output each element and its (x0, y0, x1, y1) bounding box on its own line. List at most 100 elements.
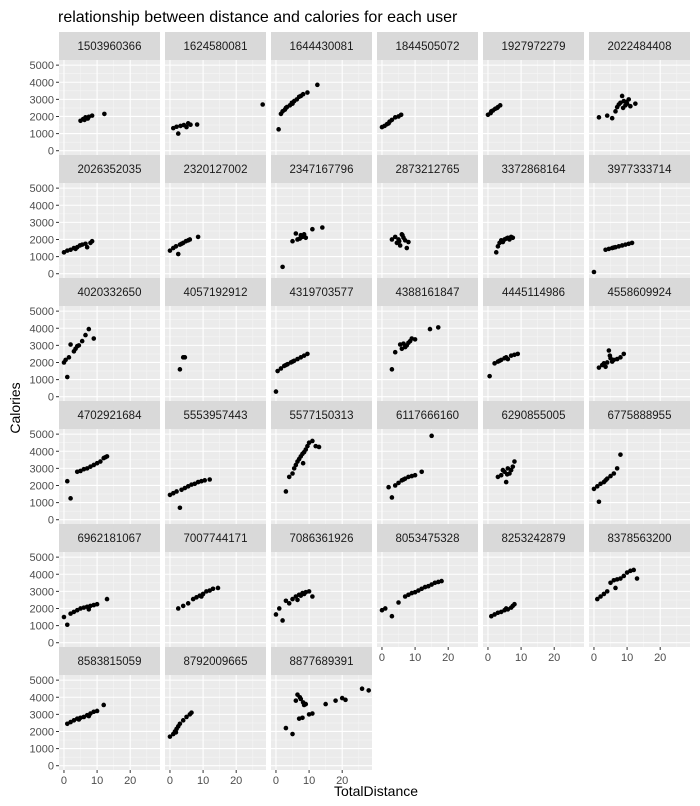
data-point (89, 238, 95, 244)
facet-strip-label: 4057192912 (184, 287, 248, 299)
data-point (305, 351, 310, 357)
data-point (210, 586, 216, 592)
facet-5577150313: 5577150313 (271, 401, 372, 524)
data-point (333, 698, 338, 703)
facet-1927972279: 1927972279 (483, 32, 584, 155)
data-point (510, 464, 516, 469)
data-point (392, 349, 398, 355)
data-point (101, 702, 107, 708)
data-point (175, 606, 181, 611)
data-point (301, 591, 307, 597)
facet-strip (483, 155, 584, 183)
facet-strip (165, 401, 266, 429)
data-point (189, 710, 194, 715)
data-point (297, 694, 303, 700)
data-point (601, 591, 607, 597)
data-point (180, 603, 186, 609)
facet-strip (589, 401, 690, 429)
facet-panel-bg (59, 552, 160, 647)
data-point (61, 614, 67, 620)
data-point (185, 121, 191, 126)
data-point (174, 489, 179, 494)
facet-strip-label: 1844505072 (396, 41, 460, 53)
data-point (606, 348, 612, 353)
data-point (79, 338, 85, 344)
data-point (596, 499, 602, 505)
data-point (510, 235, 516, 241)
facet-strip-label: 8792009665 (184, 656, 248, 668)
facet-strip (59, 401, 160, 429)
data-point (613, 109, 618, 114)
facet-strip-label: 8378563200 (608, 533, 672, 545)
x-tick-label: 0 (61, 775, 67, 787)
facet-strip (589, 278, 690, 306)
data-point (291, 466, 297, 471)
data-point (594, 596, 600, 602)
facet-strip (59, 278, 160, 306)
data-point (611, 245, 617, 250)
facet-1644430081: 1644430081 (271, 32, 372, 155)
data-point (174, 124, 179, 130)
data-point (386, 121, 391, 126)
data-point (359, 686, 365, 691)
y-axis-label: Calories (7, 382, 23, 433)
facet-panel-bg (589, 306, 690, 401)
facet-strip-label: 3977333714 (608, 164, 673, 176)
facet-strip (271, 524, 372, 552)
data-point (396, 480, 401, 486)
facet-strip (271, 647, 372, 675)
data-point (298, 232, 304, 238)
data-point (283, 489, 289, 494)
data-point (634, 576, 640, 581)
data-point (487, 373, 492, 379)
data-point (82, 117, 87, 123)
y-tick-label: 1000 (30, 252, 54, 264)
facet-strip-label: 8253242879 (502, 533, 566, 545)
facet-panel-bg (271, 552, 372, 647)
facet-6775888955: 6775888955 (589, 401, 690, 524)
facet-strip-label: 2873212765 (396, 164, 460, 176)
data-point (609, 115, 615, 121)
data-point (596, 115, 602, 120)
data-point (386, 484, 391, 490)
facet-panel-bg (589, 552, 690, 647)
data-point (310, 226, 315, 232)
facet-panel-bg (483, 552, 584, 647)
facet-strip (377, 32, 478, 60)
data-point (389, 117, 395, 123)
x-tick-label: 10 (621, 652, 633, 664)
data-point (293, 462, 299, 468)
data-point (305, 443, 310, 449)
data-point (621, 573, 627, 579)
facet-strip (483, 278, 584, 306)
data-point (173, 730, 179, 735)
data-point (401, 477, 406, 482)
data-point (76, 717, 82, 722)
data-point (300, 700, 306, 705)
y-tick-label: 3000 (30, 586, 54, 598)
facet-7007744171: 7007744171 (165, 524, 266, 647)
facet-panel-bg (165, 306, 266, 401)
data-point (603, 364, 608, 370)
data-point (515, 351, 521, 357)
data-point (177, 505, 183, 511)
facet-panel-bg (271, 675, 372, 770)
data-point (494, 105, 500, 111)
data-point (290, 596, 295, 602)
facet-strip-label: 1624580081 (184, 41, 248, 53)
facet-4020332650: 4020332650 0 1000 2000 3000 4000 5000 (30, 278, 160, 404)
data-point (611, 471, 617, 476)
facet-panel-bg (165, 60, 266, 155)
facet-strip-label: 8877689391 (290, 656, 354, 668)
facet-panel-bg (59, 60, 160, 155)
data-point (620, 105, 626, 111)
facet-2320127002: 2320127002 (165, 155, 266, 278)
facet-strip (589, 524, 690, 552)
facet-panel-bg (377, 306, 478, 401)
y-tick-label: 0 (48, 761, 54, 773)
data-point (187, 237, 193, 242)
data-point (177, 367, 183, 372)
data-point (303, 235, 309, 241)
facet-strip-label: 1927972279 (502, 41, 566, 53)
data-point (194, 122, 200, 127)
